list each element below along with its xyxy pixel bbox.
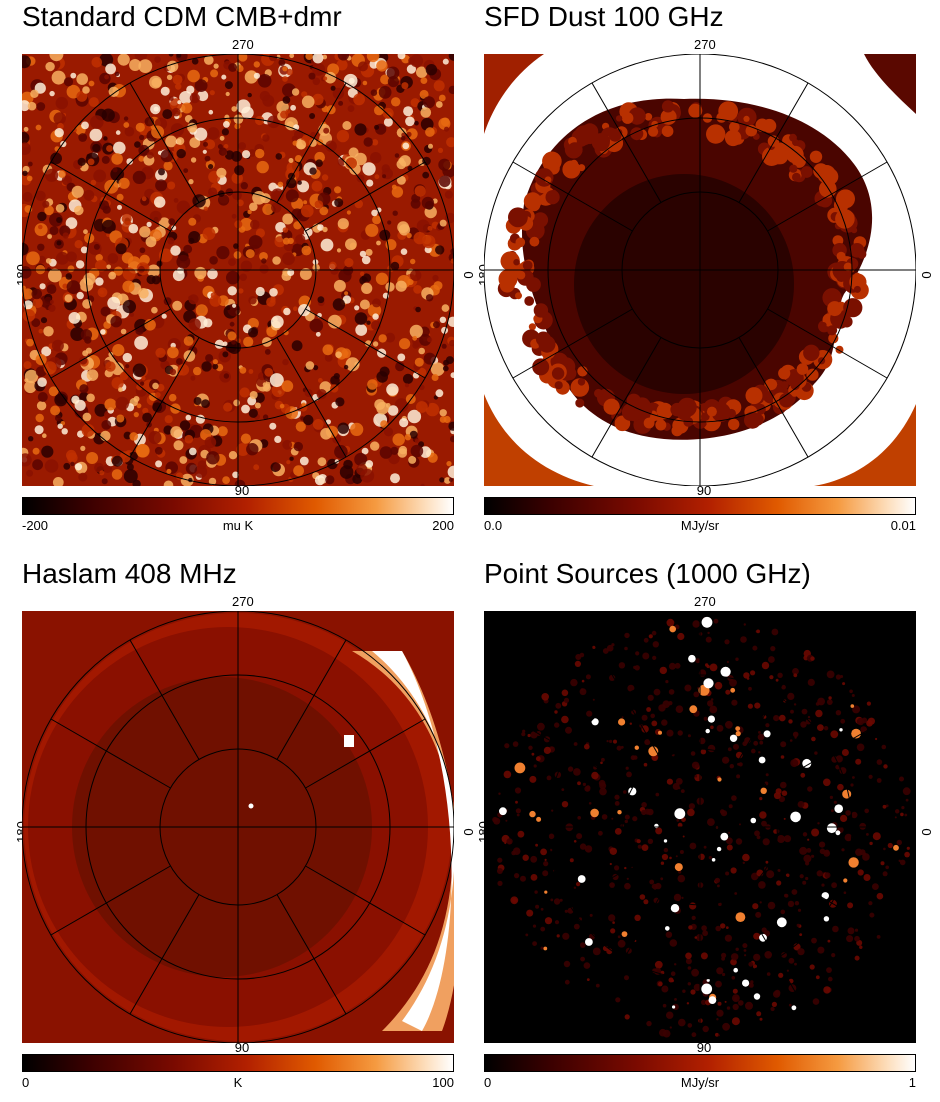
panel-title: SFD Dust 100 GHz <box>484 1 724 32</box>
longitude-spoke <box>305 865 426 936</box>
panel-haslam: Haslam 408 MHz 270 90 180 0 0 K 100 <box>14 557 476 1102</box>
label-270: 270 <box>694 594 716 609</box>
longitude-spoke <box>305 308 426 379</box>
longitude-spoke <box>276 894 347 1015</box>
longitude-spoke <box>767 865 888 936</box>
panel-points: Point Sources (1000 GHz) 270 90 180 0 0 … <box>476 557 934 1102</box>
point-sources <box>492 616 911 1038</box>
longitude-spoke <box>738 639 809 760</box>
colorbar-max: 0.01 <box>890 518 916 533</box>
longitude-spoke <box>512 308 633 379</box>
graticule <box>22 611 454 1043</box>
longitude-spoke <box>129 894 200 1015</box>
panel-title: Point Sources (1000 GHz) <box>484 558 811 589</box>
colorbar-min: -200 <box>22 518 49 533</box>
sky-map-dust <box>484 54 916 486</box>
colorbar-min: 0 <box>22 1075 30 1090</box>
label-90: 90 <box>696 483 712 498</box>
map-svg <box>484 54 916 486</box>
label-270: 270 <box>694 37 716 52</box>
longitude-spoke <box>50 161 171 232</box>
panel-title: Standard CDM CMB+dmr <box>22 1 342 32</box>
longitude-spoke <box>738 82 809 203</box>
sky-map-haslam <box>22 611 454 1043</box>
sky-map-cmb <box>22 54 454 486</box>
longitude-spoke <box>591 639 662 760</box>
sky-map-points <box>484 611 916 1043</box>
map-svg <box>22 611 454 1043</box>
dust-emission <box>484 54 916 486</box>
graticule <box>484 54 916 486</box>
colorbar-max: 100 <box>432 1075 454 1090</box>
map-svg <box>22 54 454 486</box>
longitude-spoke <box>767 308 888 379</box>
longitude-spoke <box>50 865 171 936</box>
fluctuations <box>22 54 454 486</box>
longitude-spoke <box>512 718 633 789</box>
panel-title: Haslam 408 MHz <box>22 558 237 589</box>
colorbar <box>484 497 916 515</box>
label-90: 90 <box>696 1040 712 1055</box>
graticule <box>484 611 916 1043</box>
longitude-spoke <box>276 337 347 458</box>
label-270: 270 <box>232 594 254 609</box>
label-0: 0 <box>461 271 476 279</box>
longitude-spoke <box>512 161 633 232</box>
colorbar-unit: K <box>233 1075 243 1090</box>
longitude-spoke <box>591 894 662 1015</box>
colorbar <box>22 497 454 515</box>
longitude-spoke <box>591 337 662 458</box>
label-90: 90 <box>234 1040 250 1055</box>
colorbar-unit: mu K <box>222 518 254 533</box>
longitude-spoke <box>738 894 809 1015</box>
label-0: 0 <box>919 828 934 836</box>
colorbar-unit: MJy/sr <box>680 518 720 533</box>
colorbar <box>22 1054 454 1072</box>
panel-cmb: Standard CDM CMB+dmr 270 90 180 0 -200 m… <box>14 0 476 545</box>
label-270: 270 <box>232 37 254 52</box>
graticule <box>22 54 454 486</box>
longitude-spoke <box>276 82 347 203</box>
colorbar-max: 200 <box>432 518 454 533</box>
panel-dust: SFD Dust 100 GHz 270 90 180 0 0.0 MJy/sr… <box>476 0 934 545</box>
colorbar-unit: MJy/sr <box>680 1075 720 1090</box>
colorbar-min: 0.0 <box>484 518 503 533</box>
longitude-spoke <box>512 865 633 936</box>
longitude-spoke <box>305 161 426 232</box>
longitude-spoke <box>305 718 426 789</box>
label-0: 0 <box>919 271 934 279</box>
longitude-spoke <box>738 337 809 458</box>
colorbar-max: 1 <box>908 1075 916 1090</box>
longitude-spoke <box>591 82 662 203</box>
longitude-spoke <box>129 639 200 760</box>
longitude-spoke <box>50 308 171 379</box>
longitude-spoke <box>129 82 200 203</box>
longitude-spoke <box>767 161 888 232</box>
colorbar-min: 0 <box>484 1075 492 1090</box>
map-svg <box>484 611 916 1043</box>
longitude-spoke <box>276 639 347 760</box>
longitude-spoke <box>50 718 171 789</box>
longitude-spoke <box>129 337 200 458</box>
label-90: 90 <box>234 483 250 498</box>
label-0: 0 <box>461 828 476 836</box>
longitude-spoke <box>767 718 888 789</box>
colorbar <box>484 1054 916 1072</box>
